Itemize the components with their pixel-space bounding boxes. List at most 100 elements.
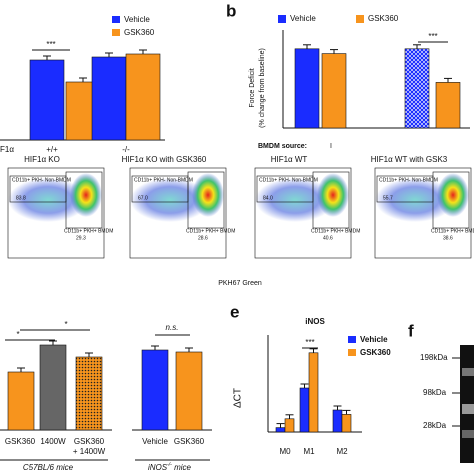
y-label: ΔCT <box>233 388 244 408</box>
density <box>255 178 335 222</box>
panel-label: f <box>408 321 414 340</box>
density <box>317 173 349 217</box>
bar <box>332 409 343 433</box>
bar <box>299 387 310 433</box>
bar <box>308 352 319 433</box>
group-label: C57BL/6 mice <box>23 463 74 472</box>
bar <box>175 351 203 431</box>
x-label: Vehicle <box>142 437 168 446</box>
gate-value: 84.0 <box>263 195 273 201</box>
significance: n.s. <box>166 323 179 332</box>
legend-swatch <box>348 336 356 343</box>
group-label: -/- <box>122 145 130 154</box>
marker-label: 28kDa <box>423 421 447 430</box>
legend-label: GSK360 <box>360 348 391 357</box>
bar <box>7 371 35 431</box>
gate-label: CD11b+ PKH- Non-BMDM <box>12 177 71 183</box>
gate-value: 40.6 <box>323 235 333 241</box>
panel-a: Vehicle GSK360 *** F1α +/+ -/- <box>0 15 165 154</box>
gel-band <box>462 404 474 414</box>
bar <box>294 48 320 129</box>
gel-band <box>462 368 474 376</box>
gate-value: 38.6 <box>443 235 453 241</box>
source-label: BMDM source: <box>258 143 307 150</box>
source-mark: I <box>330 143 332 150</box>
legend-swatch <box>356 15 364 23</box>
density <box>192 173 224 217</box>
bar <box>341 414 352 433</box>
title: iNOS <box>305 317 325 326</box>
legend-swatch <box>278 15 286 23</box>
y-label: (% change from baseline) <box>259 48 266 128</box>
plot-title: HIF1α KO with GSK360 <box>122 155 207 164</box>
gate-value: 28.6 <box>198 235 208 241</box>
legend-label: Vehicle <box>360 335 388 344</box>
gate-label: CD11b+ PKH- Non-BMDM <box>134 177 193 183</box>
x-label: GSK360 <box>174 437 205 446</box>
legend-label: GSK360 <box>124 28 155 37</box>
legend-swatch <box>348 349 356 356</box>
gate <box>187 171 225 229</box>
bar <box>91 56 127 141</box>
bar <box>435 82 461 129</box>
y-label: Force Deficit <box>249 68 256 107</box>
gate-label: CD11b+ PKH+ BMDM <box>311 228 360 234</box>
group-label: iNOS-/- mice <box>148 462 192 472</box>
panel-d: * * n.s. + 1400W C57BL/6 mice iNOS-/- mi… <box>0 320 212 472</box>
x-label: M0 <box>279 447 291 456</box>
gel-band <box>462 430 474 438</box>
plot-title: HIF1α WT with GSK3 <box>371 155 448 164</box>
gate-value: 29.3 <box>76 235 86 241</box>
density <box>437 173 469 217</box>
bar <box>404 48 430 129</box>
gate-label: CD11b+ PKH- Non-BMDM <box>259 177 318 183</box>
panel-b: b Vehicle GSK360 Force Deficit (% change… <box>226 1 470 150</box>
x-label: + 1400W <box>73 447 106 456</box>
significance: *** <box>46 40 55 49</box>
panel-f: f 198kDa 98kDa 28kDa <box>408 321 474 463</box>
significance: *** <box>428 32 437 41</box>
significance: *** <box>305 338 314 347</box>
row-label: F1α <box>0 145 14 154</box>
gate <box>312 171 350 229</box>
bar <box>29 59 65 141</box>
x-label: GSK360 <box>5 437 36 446</box>
gate <box>65 171 103 229</box>
significance: * <box>64 320 67 329</box>
density <box>8 178 88 222</box>
gate-label: CD11b+ PKH+ BMDM <box>186 228 235 234</box>
x-label: M1 <box>303 447 315 456</box>
gate <box>432 171 470 229</box>
legend-label: GSK360 <box>368 14 399 23</box>
bar <box>141 349 169 431</box>
density <box>375 178 455 222</box>
gate-label: CD11b+ PKH+ BMDM <box>431 228 474 234</box>
legend-label: Vehicle <box>290 14 316 23</box>
gate-value: 55.7 <box>383 195 393 201</box>
gate-value: 83.8 <box>16 195 26 201</box>
bar <box>284 418 295 433</box>
plot-title: HIF1α KO <box>24 155 60 164</box>
group-label: iNOS <box>148 463 168 472</box>
x-label: 1400W <box>40 437 66 446</box>
panel-e: e iNOS Vehicle GSK360 ΔCT *** M0 M1 M2 <box>230 302 391 456</box>
bar <box>125 53 161 141</box>
group-label: mice <box>172 463 192 472</box>
marker-label: 198kDa <box>420 353 448 362</box>
group-label: +/+ <box>46 145 58 154</box>
x-label: GSK360 <box>74 437 105 446</box>
gate-label: CD11b+ PKH+ BMDM <box>64 228 113 234</box>
group-label-sup: -/- <box>167 462 172 468</box>
legend-swatch <box>112 16 120 23</box>
flow-panel: PKH67 Green HIF1α KO CD11b+ PKH- Non-BMDM… <box>7 155 474 287</box>
significance: * <box>16 330 19 339</box>
panel-label: b <box>226 1 236 20</box>
gate-value: 67.0 <box>138 195 148 201</box>
gate-label: CD11b+ PKH- Non-BMDM <box>379 177 438 183</box>
legend-label: Vehicle <box>124 15 150 24</box>
bar <box>39 344 67 431</box>
density <box>70 173 102 217</box>
bar <box>275 427 286 433</box>
marker-label: 98kDa <box>423 388 447 397</box>
